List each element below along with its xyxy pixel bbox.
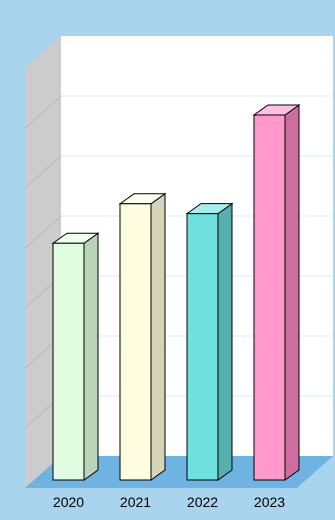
x-tick-label-2023: 2023 xyxy=(254,494,285,510)
bar-front-2023 xyxy=(253,114,286,481)
x-tick-label-2022: 2022 xyxy=(187,494,218,510)
side-wall xyxy=(25,36,61,488)
x-axis-tick-labels: 2020 2021 2022 2023 xyxy=(53,494,285,510)
bar-2023 xyxy=(252,104,301,481)
bar-2021 xyxy=(118,192,167,481)
gridline-side xyxy=(24,155,62,189)
gridline-side xyxy=(24,95,62,129)
bar-side-2023 xyxy=(284,104,300,481)
gridline-side xyxy=(24,215,62,249)
bar-side-2022 xyxy=(217,202,233,481)
bar-front-2021 xyxy=(119,203,152,481)
x-tick-label-2021: 2021 xyxy=(120,494,151,510)
bar-2022 xyxy=(185,202,234,481)
bar-2020 xyxy=(51,232,100,481)
bar-front-2020 xyxy=(52,242,85,481)
bar-side-2021 xyxy=(150,192,166,481)
bar-side-2020 xyxy=(83,232,99,481)
bar-series xyxy=(51,104,301,481)
bar-front-2022 xyxy=(186,213,219,481)
x-tick-label-2020: 2020 xyxy=(53,494,84,510)
